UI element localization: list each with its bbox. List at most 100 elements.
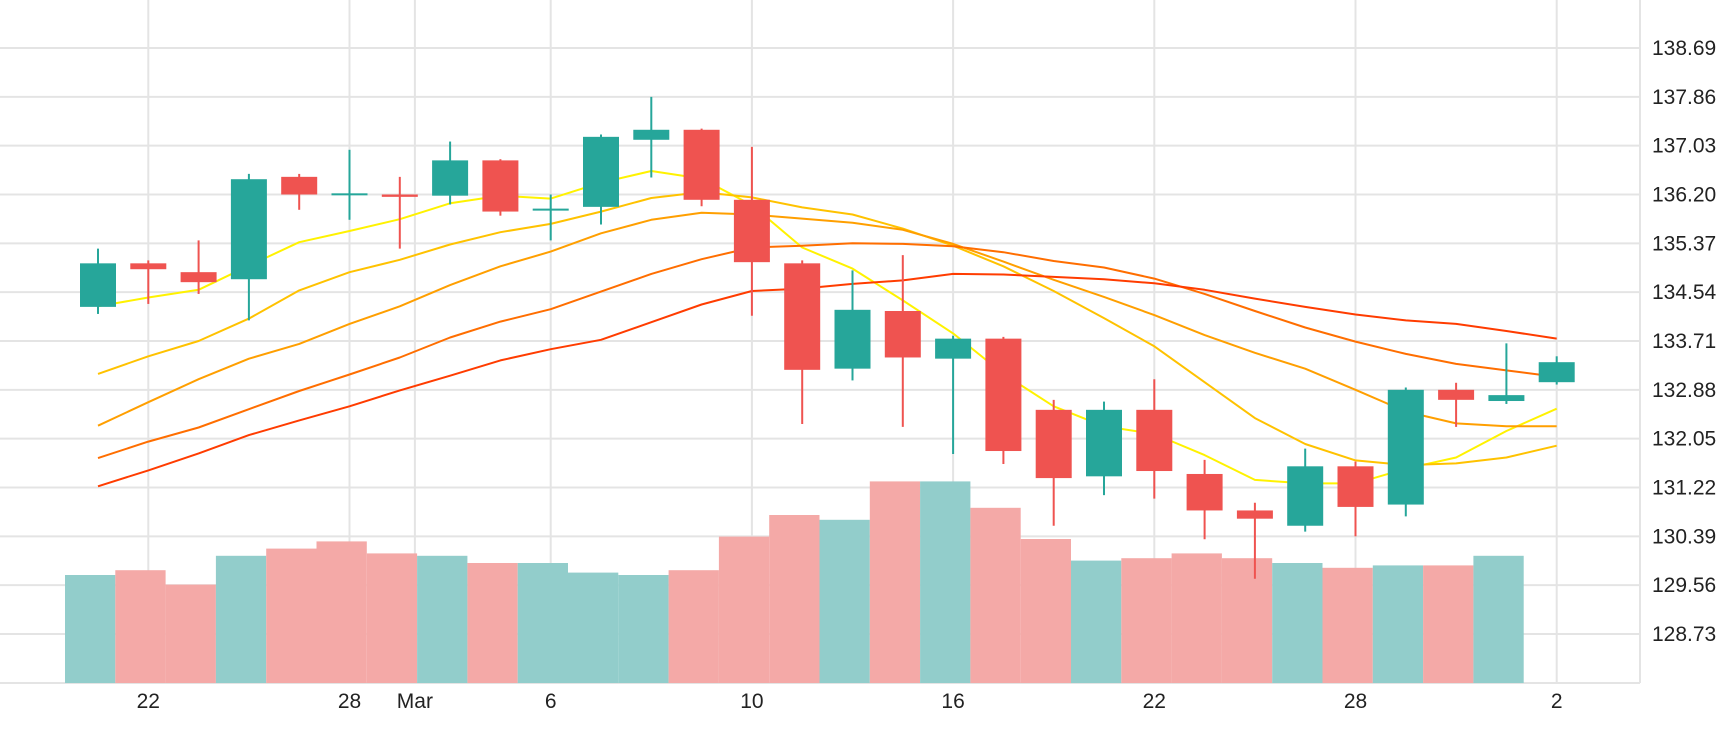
volume-bars bbox=[65, 481, 1524, 683]
x-tick-label: 10 bbox=[740, 690, 763, 713]
candle-body bbox=[633, 129, 670, 140]
candle-body bbox=[180, 272, 217, 283]
candle-body bbox=[130, 263, 167, 270]
volume-bar bbox=[618, 575, 669, 683]
volume-bar bbox=[1423, 565, 1474, 683]
y-tick-label: 132.88 bbox=[1652, 379, 1716, 402]
candle-down bbox=[683, 128, 720, 207]
moving-average-line bbox=[97, 191, 1557, 467]
volume-bar bbox=[366, 553, 418, 683]
candle-body bbox=[1086, 409, 1122, 477]
candle-body bbox=[1538, 362, 1575, 383]
candle-up bbox=[935, 335, 972, 454]
volume-bar bbox=[668, 570, 719, 683]
y-tick-label: 132.05 bbox=[1652, 428, 1716, 451]
candle-body bbox=[80, 263, 116, 307]
y-tick-label: 128.73 bbox=[1652, 623, 1716, 646]
y-tick-label: 136.20 bbox=[1652, 184, 1716, 207]
candle-down bbox=[482, 159, 519, 216]
volume-bar bbox=[316, 541, 367, 683]
volume-bar bbox=[65, 575, 116, 683]
candle-down bbox=[130, 260, 167, 304]
candle-up bbox=[532, 194, 569, 241]
candle-down bbox=[985, 336, 1022, 464]
candle-up bbox=[331, 149, 368, 220]
candle-down bbox=[180, 240, 217, 294]
candle-up bbox=[230, 173, 267, 321]
candle-body bbox=[1287, 466, 1324, 526]
y-tick-label: 138.69 bbox=[1652, 37, 1716, 60]
volume-bar bbox=[467, 563, 518, 683]
candle-up bbox=[1287, 448, 1324, 532]
candle-body bbox=[230, 179, 267, 280]
x-tick-label: Mar bbox=[397, 690, 433, 713]
candle-up bbox=[1538, 356, 1575, 385]
candle-down bbox=[1236, 502, 1273, 579]
candle-body bbox=[683, 129, 720, 200]
volume-bar bbox=[819, 519, 870, 683]
volume-bar bbox=[1071, 560, 1122, 683]
candles bbox=[80, 96, 1575, 579]
candle-body bbox=[1035, 409, 1072, 479]
candle-body bbox=[784, 263, 821, 370]
candle-body bbox=[884, 310, 921, 358]
moving-average-line bbox=[97, 170, 1558, 485]
volume-bar bbox=[869, 481, 921, 683]
volume-bar bbox=[266, 548, 317, 683]
candle-down bbox=[1035, 399, 1072, 526]
candle-body bbox=[381, 194, 418, 197]
y-tick-label: 133.71 bbox=[1652, 330, 1716, 353]
volume-bar bbox=[769, 515, 820, 683]
volume-bar bbox=[1372, 565, 1424, 683]
candle-down bbox=[884, 255, 921, 427]
candle-body bbox=[331, 193, 368, 196]
volume-bar bbox=[1221, 558, 1273, 683]
y-tick-label: 129.56 bbox=[1652, 574, 1716, 597]
candle-down bbox=[784, 260, 821, 424]
x-tick-label: 16 bbox=[941, 690, 964, 713]
volume-bar bbox=[165, 584, 216, 683]
candle-down bbox=[1337, 461, 1374, 537]
y-tick-label: 135.37 bbox=[1652, 232, 1716, 255]
volume-bar bbox=[517, 563, 568, 683]
candle-body bbox=[1236, 510, 1273, 519]
candle-body bbox=[985, 338, 1022, 452]
candle-down bbox=[281, 173, 318, 210]
x-axis: 22 28 Mar 6 10 16 22 28 2 bbox=[137, 690, 1563, 713]
candle-down bbox=[1136, 379, 1173, 499]
candle-down bbox=[733, 146, 770, 316]
candle-body bbox=[281, 176, 318, 195]
volume-bar bbox=[417, 555, 468, 683]
volume-bar bbox=[568, 572, 619, 683]
x-tick-label: 2 bbox=[1551, 690, 1563, 713]
candle-up bbox=[1387, 387, 1424, 517]
candle-body bbox=[1337, 466, 1374, 507]
candle-body bbox=[1136, 409, 1173, 472]
candle-body bbox=[583, 136, 619, 207]
candle-body bbox=[482, 160, 519, 212]
volume-bar bbox=[1020, 539, 1071, 683]
candle-up bbox=[432, 141, 469, 205]
x-tick-label: 28 bbox=[1344, 690, 1367, 713]
candle-down bbox=[1186, 459, 1223, 540]
candle-up bbox=[1488, 343, 1525, 404]
volume-bar bbox=[1473, 555, 1524, 683]
y-tick-label: 131.22 bbox=[1652, 477, 1716, 500]
volume-bar bbox=[1272, 563, 1323, 683]
candle-body bbox=[532, 208, 569, 211]
volume-bar bbox=[1121, 558, 1172, 683]
candle-body bbox=[1488, 395, 1525, 402]
candle-down bbox=[381, 176, 418, 249]
candle-body bbox=[1186, 473, 1223, 511]
volume-bar bbox=[1171, 553, 1222, 683]
candle-body bbox=[834, 309, 871, 369]
candle-body bbox=[935, 338, 972, 359]
moving-average-line bbox=[97, 242, 1557, 460]
volume-bar bbox=[1322, 567, 1373, 683]
candle-body bbox=[432, 160, 469, 196]
volume-bar bbox=[718, 536, 770, 683]
candle-down bbox=[1438, 382, 1475, 427]
candle-body bbox=[1387, 389, 1424, 505]
